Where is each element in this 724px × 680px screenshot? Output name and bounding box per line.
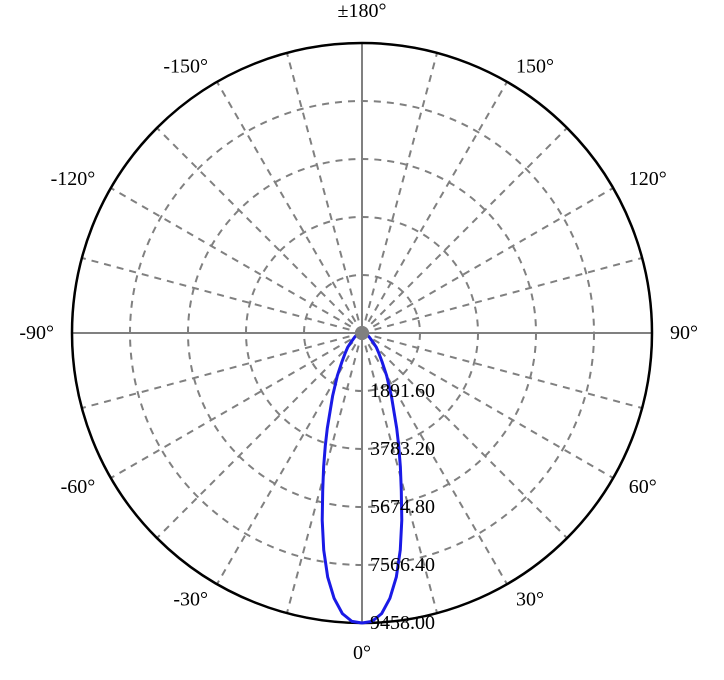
angular-grid-spoke <box>362 128 567 333</box>
angular-grid-spoke <box>217 82 362 333</box>
angle-label: -150° <box>163 55 208 77</box>
angle-label: 90° <box>670 322 698 344</box>
angular-grid-spoke <box>362 188 613 333</box>
angle-label: 30° <box>516 589 544 611</box>
angular-grid-spoke <box>82 258 362 333</box>
angle-label: 120° <box>629 168 667 190</box>
polar-chart: ±180° 150° 120° 90° 60° 30° 0° -30° -60° -90° -120… <box>0 0 724 675</box>
angular-grid-spoke <box>362 53 437 333</box>
angle-label: -30° <box>173 589 208 611</box>
center-dot <box>355 326 369 340</box>
angle-label: -120° <box>51 168 96 190</box>
radial-label: 9458.00 <box>370 612 435 634</box>
radial-label: 1891.60 <box>370 380 435 402</box>
angular-grid-spoke <box>111 188 362 333</box>
angle-label: 150° <box>516 55 554 77</box>
angle-label: -60° <box>61 476 96 498</box>
radial-label: 5674.80 <box>370 496 435 518</box>
angular-grid-spoke <box>82 333 362 408</box>
angular-grid-spoke <box>157 333 362 538</box>
angular-grid-spoke <box>157 128 362 333</box>
polar-chart-svg: ±180° 150° 120° 90° 60° 30° 0° -30° -60° -90° -120… <box>0 0 724 675</box>
angular-grid-spoke <box>287 53 362 333</box>
angle-label: 60° <box>629 476 657 498</box>
radial-label: 7566.40 <box>370 554 435 576</box>
radial-label: 3783.20 <box>370 438 435 460</box>
angular-grid-spoke <box>362 258 642 333</box>
angle-label: 0° <box>353 642 371 664</box>
angle-label: ±180° <box>338 0 387 22</box>
angular-grid-spoke <box>362 82 507 333</box>
angle-label: -90° <box>19 322 54 344</box>
